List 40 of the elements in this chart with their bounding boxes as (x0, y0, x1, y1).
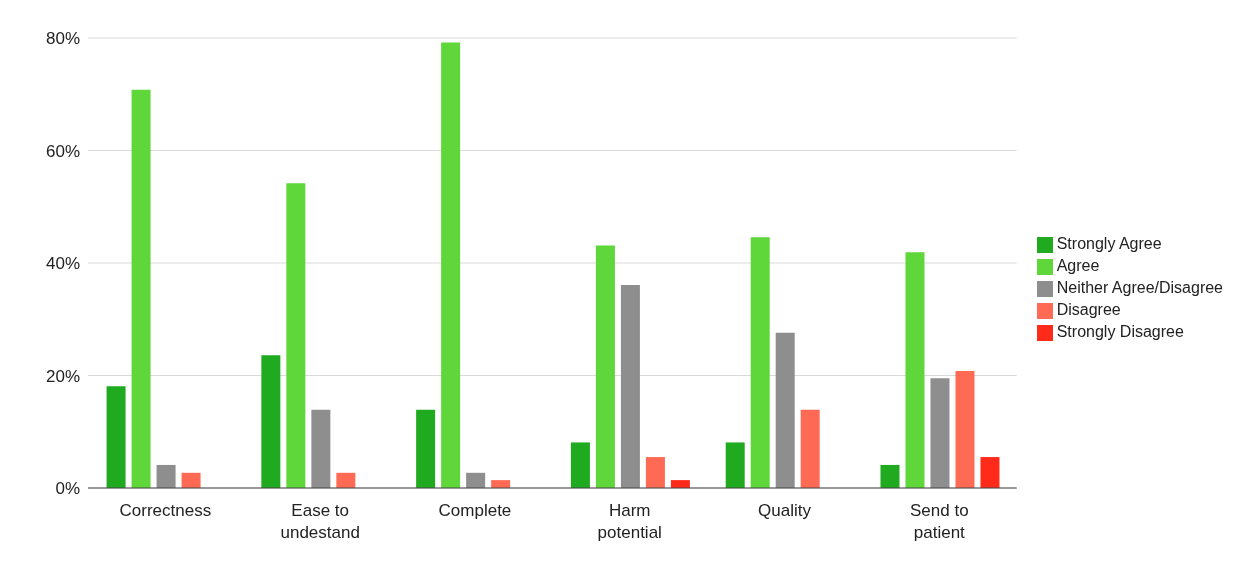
legend-label: Disagree (1056, 301, 1121, 318)
bar (336, 472, 356, 488)
bar (800, 409, 820, 488)
legend-label: Strongly Agree (1056, 235, 1162, 252)
bar (286, 183, 306, 488)
bar (570, 442, 590, 488)
bar (595, 245, 615, 488)
bar (131, 89, 151, 488)
y-tick-label: 20% (45, 366, 80, 386)
bar (620, 284, 640, 488)
y-tick-label: 0% (55, 479, 80, 499)
bar (156, 464, 176, 488)
bar (311, 409, 331, 488)
y-tick-label: 40% (45, 254, 80, 274)
bar (466, 472, 486, 488)
y-tick-label: 60% (45, 141, 80, 161)
bar (645, 457, 665, 488)
bar (880, 464, 900, 488)
bar (930, 378, 950, 488)
x-tick-label: Correctness (119, 501, 212, 520)
bar (725, 442, 745, 488)
bar (106, 386, 126, 488)
bar (441, 42, 461, 488)
x-tick-label: Ease to undestand (280, 501, 360, 542)
x-tick-label: Quality (758, 501, 812, 520)
bar (181, 472, 201, 488)
x-tick-label: Send to patient (909, 501, 969, 542)
bar (750, 237, 770, 488)
legend-label: Agree (1056, 257, 1100, 274)
y-tick-label: 80% (45, 29, 80, 49)
legend-label: Neither Agree/Disagree (1056, 279, 1223, 296)
bar (980, 457, 1000, 488)
bar (261, 355, 281, 488)
bar (955, 371, 975, 488)
bar (416, 409, 436, 488)
bar (905, 252, 925, 488)
legend-label: Strongly Disagree (1056, 323, 1184, 340)
x-tick-label: Complete (438, 501, 512, 520)
x-tick-label: Harm potential (597, 501, 662, 542)
bar (775, 332, 795, 488)
